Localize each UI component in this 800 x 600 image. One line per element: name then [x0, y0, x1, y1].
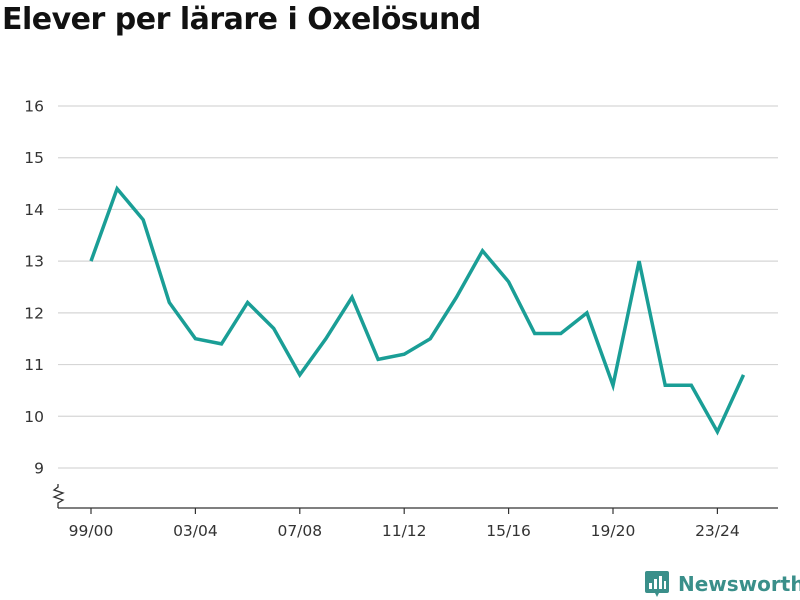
- x-axis: 99/00 03/04 07/08 11/12 15/16 19/20 23/24: [52, 484, 778, 540]
- y-tick-label: 13: [24, 253, 44, 271]
- x-tick-label: 99/00: [69, 522, 114, 540]
- brand: Newsworthy: [644, 569, 800, 599]
- x-tick-label: 23/24: [695, 522, 740, 540]
- newsworthy-logo-icon: [645, 571, 669, 597]
- y-tick-label: 12: [24, 304, 44, 322]
- y-tick-label: 11: [24, 356, 44, 374]
- axis-break-icon: [52, 484, 65, 508]
- chart-title: Elever per lärare i Oxelösund: [2, 2, 481, 37]
- x-tick-label: 15/16: [486, 522, 531, 540]
- y-tick-label: 15: [24, 149, 44, 167]
- y-tick-label: 10: [24, 408, 44, 426]
- y-axis: 9 10 11 12 13 14 15 16: [24, 98, 44, 478]
- y-tick-label: 16: [24, 98, 44, 116]
- y-tick-label: 14: [24, 201, 44, 219]
- x-tick-label: 07/08: [277, 522, 322, 540]
- brand-name: Newsworthy: [678, 572, 800, 596]
- y-tick-label: 9: [34, 460, 44, 478]
- x-tick-label: 03/04: [173, 522, 218, 540]
- series-layer: [89, 185, 746, 436]
- series-line: [89, 185, 746, 436]
- x-tick-label: 19/20: [591, 522, 636, 540]
- x-tick-label: 11/12: [382, 522, 427, 540]
